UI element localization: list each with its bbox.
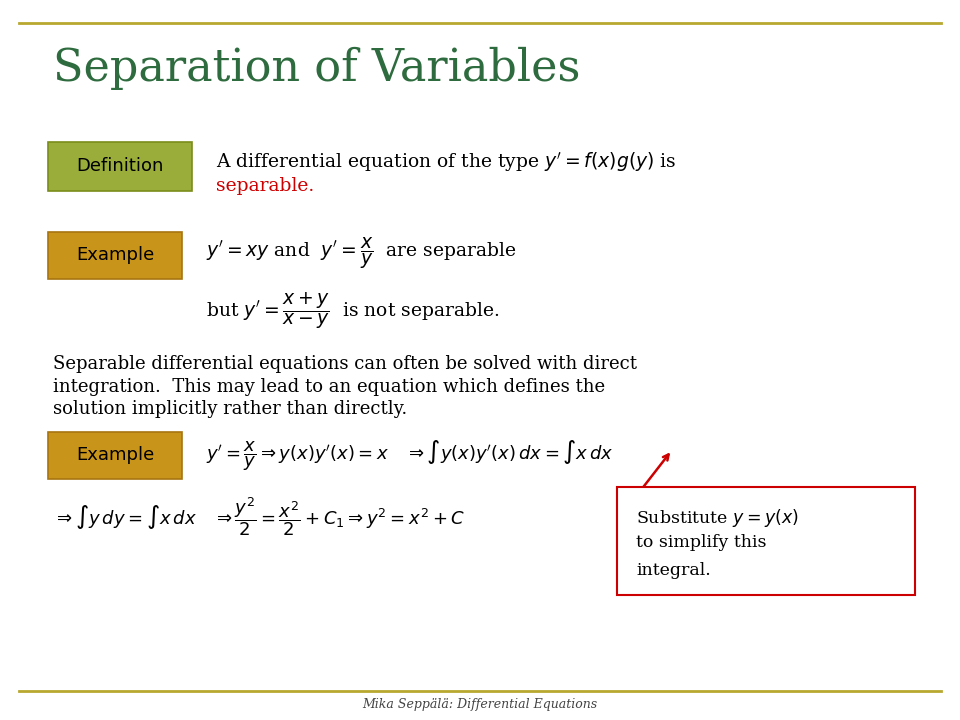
Text: solution implicitly rather than directly.: solution implicitly rather than directly… — [53, 400, 407, 418]
FancyBboxPatch shape — [48, 232, 182, 279]
Text: Mika Seppälä: Differential Equations: Mika Seppälä: Differential Equations — [363, 698, 597, 711]
Text: Substitute $y = y(x)$: Substitute $y = y(x)$ — [636, 507, 800, 529]
Text: Separation of Variables: Separation of Variables — [53, 47, 580, 90]
Text: Separable differential equations can often be solved with direct: Separable differential equations can oft… — [53, 355, 636, 373]
FancyBboxPatch shape — [48, 142, 192, 191]
Text: integration.  This may lead to an equation which defines the: integration. This may lead to an equatio… — [53, 377, 605, 396]
Text: to simplify this: to simplify this — [636, 534, 767, 552]
Text: $y' = \dfrac{x}{y} \Rightarrow y(x)y'(x) = x \quad \Rightarrow \int y(x)y'(x)\,d: $y' = \dfrac{x}{y} \Rightarrow y(x)y'(x)… — [206, 438, 614, 472]
Text: $y' = xy$ and  $y' = \dfrac{x}{y}$  are separable: $y' = xy$ and $y' = \dfrac{x}{y}$ are se… — [206, 235, 517, 271]
Text: $\Rightarrow \int y\,dy = \int x\,dx \quad \Rightarrow \dfrac{y^2}{2} = \dfrac{x: $\Rightarrow \int y\,dy = \int x\,dx \qu… — [53, 495, 465, 538]
FancyBboxPatch shape — [48, 432, 182, 479]
Text: Definition: Definition — [76, 157, 164, 175]
Text: A differential equation of the type $y' = f(x)g(y)$ is: A differential equation of the type $y' … — [216, 150, 677, 174]
Text: integral.: integral. — [636, 562, 711, 579]
FancyBboxPatch shape — [617, 487, 915, 595]
Text: Example: Example — [76, 246, 155, 264]
Text: but $y' = \dfrac{x+y}{x-y}$  is not separable.: but $y' = \dfrac{x+y}{x-y}$ is not separ… — [206, 291, 500, 331]
Text: Example: Example — [76, 446, 155, 464]
Text: separable.: separable. — [216, 176, 314, 194]
